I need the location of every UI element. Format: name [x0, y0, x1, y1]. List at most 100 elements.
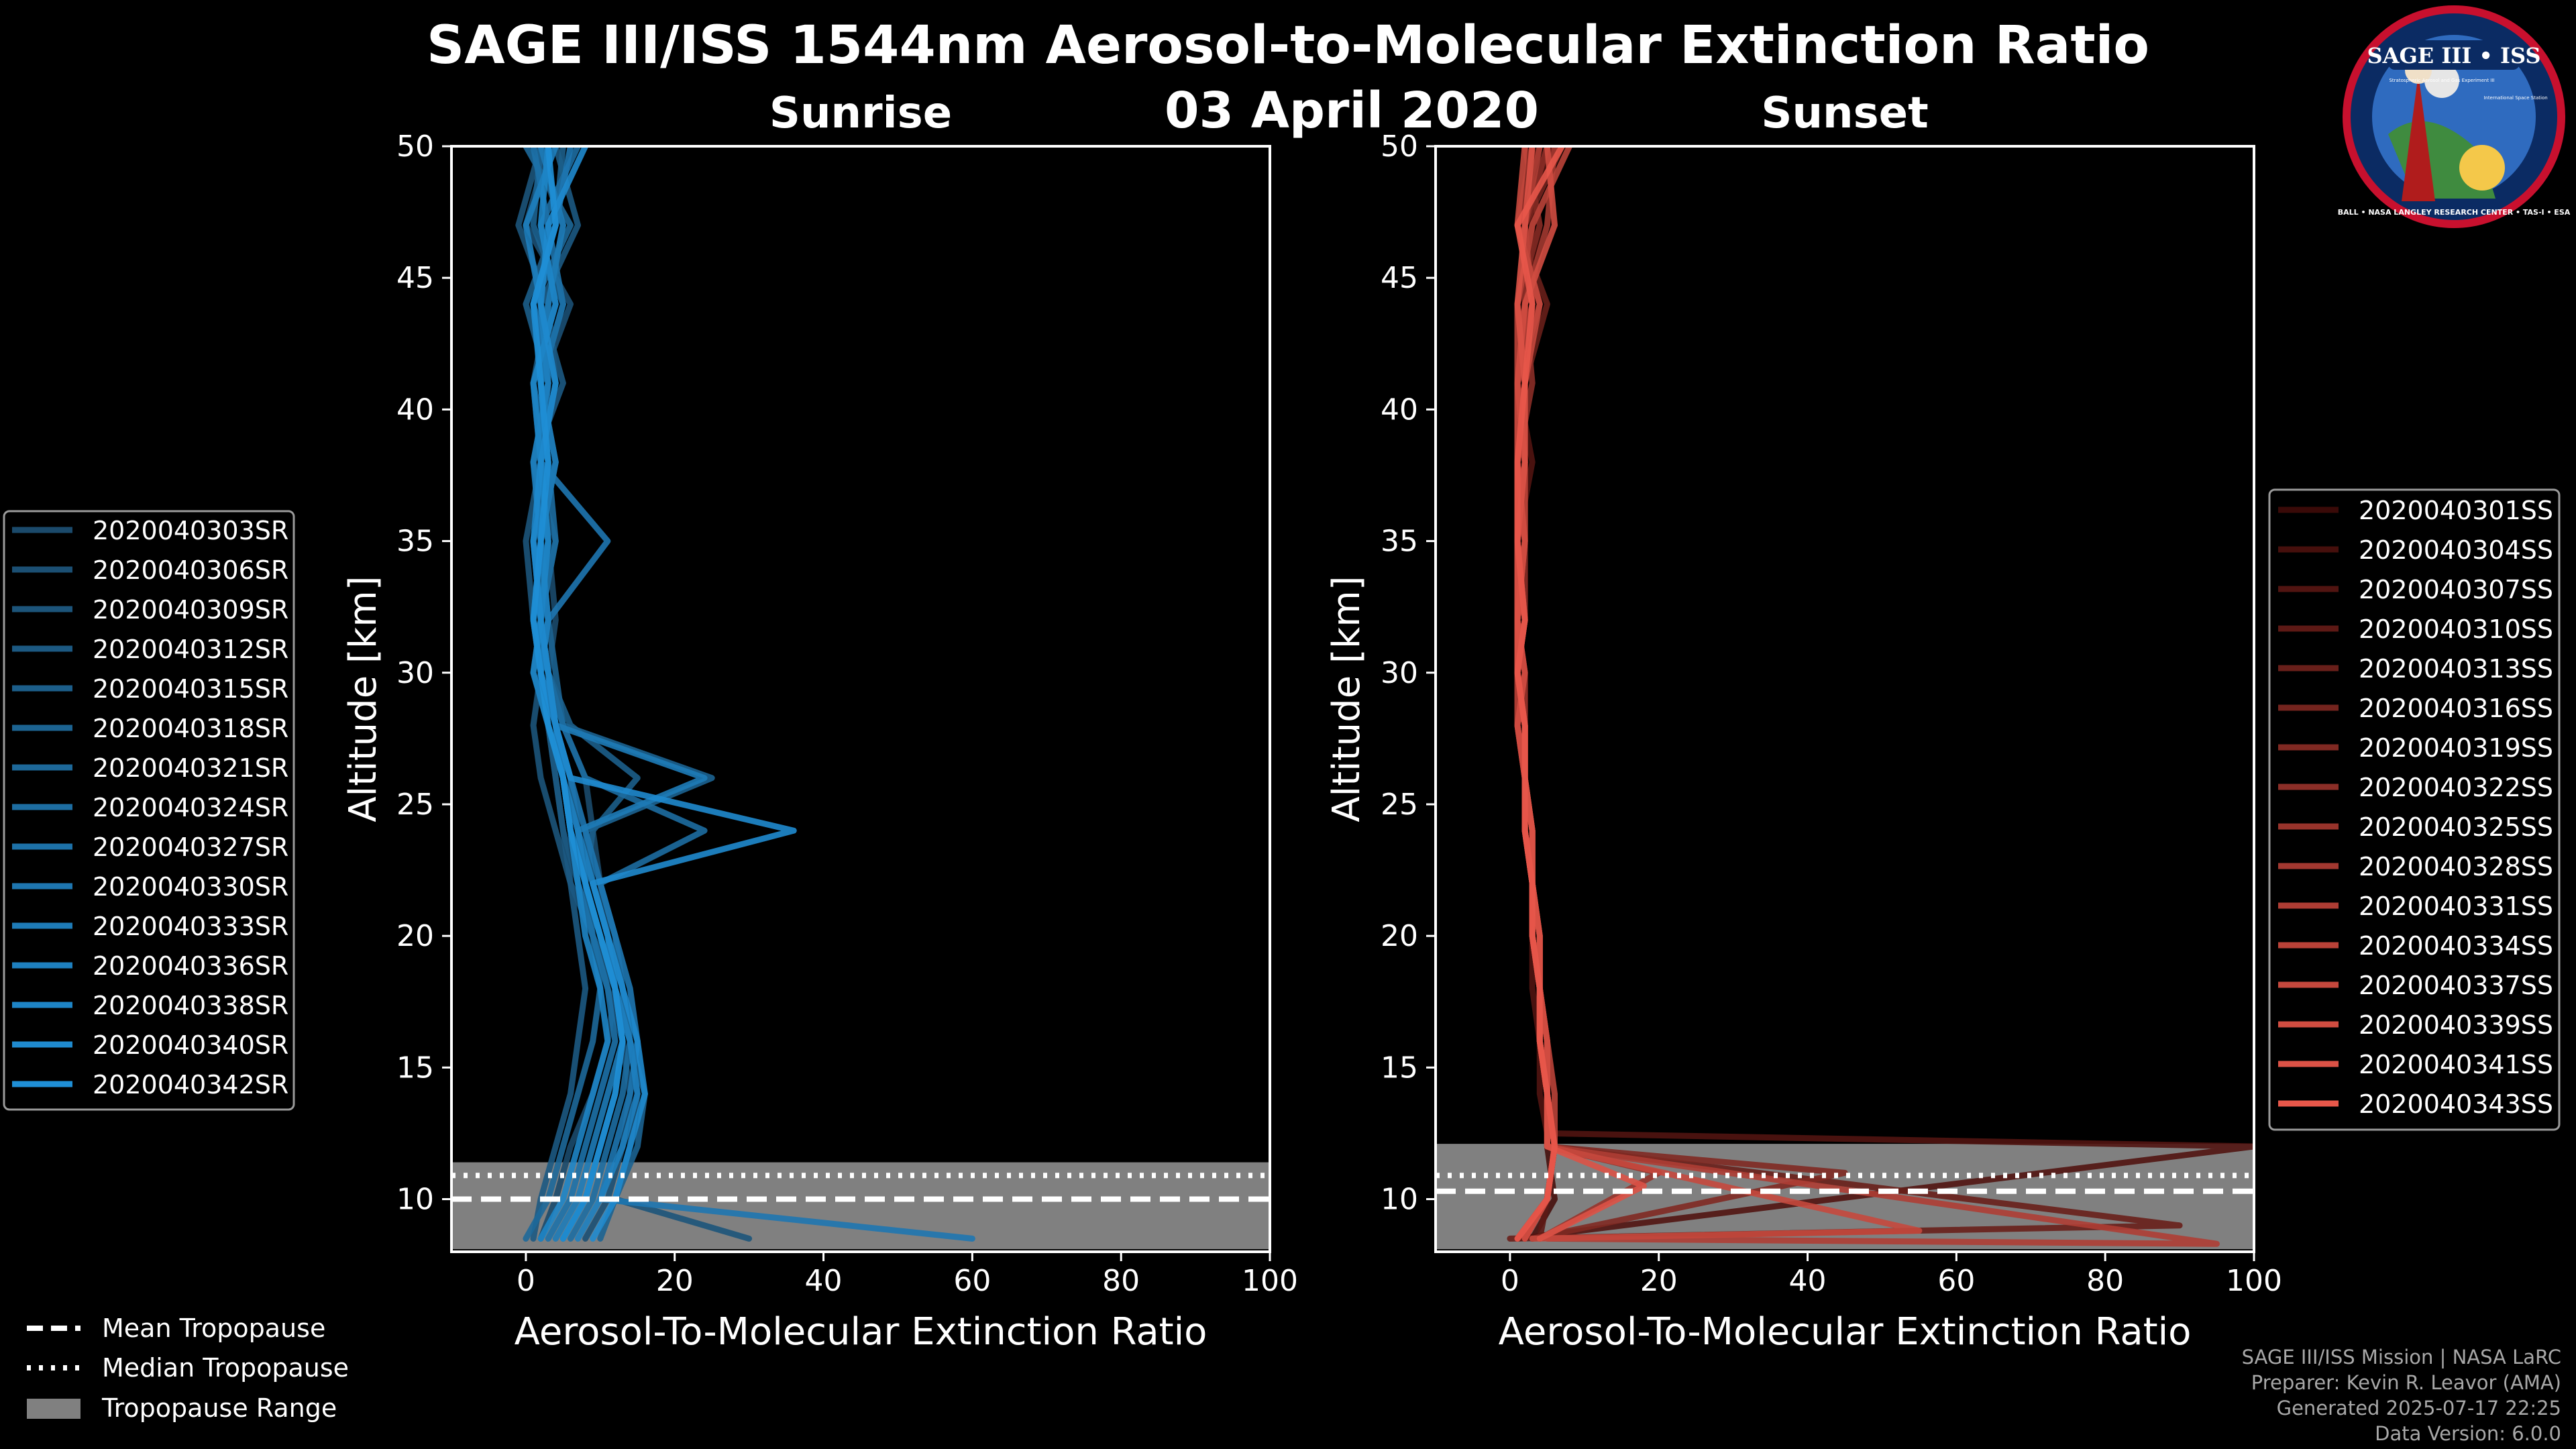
sunset-y-tick-label: 10 — [1381, 1183, 1418, 1217]
sunset-panel-title: Sunset — [1761, 89, 1928, 138]
sunrise-x-tick-label: 60 — [953, 1264, 991, 1298]
sunrise-tropopause-lines — [451, 1173, 1270, 1202]
sage-iii-iss-logo: SAGE III • ISS Stratospheric Aerosol and… — [2338, 5, 2571, 228]
sunrise-x-tick-label: 0 — [517, 1264, 535, 1298]
sunset-x-tick-label: 20 — [1640, 1264, 1678, 1298]
sunset-legend-label: 2020040316SS — [2359, 694, 2553, 723]
sunset-x-tick-label: 40 — [1789, 1264, 1827, 1298]
profile-2020040337SS — [1514, 146, 1923, 1242]
sunset-legend-label: 2020040319SS — [2359, 733, 2553, 763]
profile-2020040342SR — [530, 146, 626, 1242]
sunrise-legend-label: 2020040338SR — [93, 991, 288, 1020]
sunrise-x-axis-label: Aerosol-To-Molecular Extinction Ratio — [515, 1310, 1208, 1354]
sunrise-legend-label: 2020040309SR — [93, 595, 288, 625]
tropopause-range-swatch — [27, 1399, 80, 1419]
date-subtitle: 03 April 2020 — [1165, 82, 1539, 140]
sunset-legend-label: 2020040310SS — [2359, 614, 2553, 644]
sunset-y-tick-label: 45 — [1381, 261, 1418, 295]
sunrise-legend-box — [3, 510, 295, 1111]
sunrise-axis-ticks: 0 20 40 60 80 100 10 15 20 25 30 35 40 45 50 — [396, 129, 1298, 1298]
tropopause-legend: Mean Tropopause Median Tropopause Tropop… — [27, 1313, 349, 1423]
sunrise-y-tick-label: 50 — [396, 129, 434, 164]
sunset-legend-label: 2020040343SS — [2359, 1089, 2553, 1119]
logo-subtitle: Stratospheric Aerosol and Gas Experiment… — [2389, 78, 2494, 83]
sunrise-y-tick-label: 20 — [396, 919, 434, 953]
sunrise-legend-label: 2020040315SR — [93, 674, 288, 704]
sunset-legend-label: 2020040313SS — [2359, 654, 2553, 684]
sunset-y-tick-label: 30 — [1381, 656, 1418, 690]
footer-preparer: Preparer: Kevin R. Leavor (AMA) — [2251, 1371, 2561, 1394]
sunrise-legend-label: 2020040306SR — [93, 555, 288, 585]
sunset-axis-ticks: 0 20 40 60 80 100 10 15 20 25 30 35 40 45 50 — [1381, 129, 2282, 1298]
sunset-legend-label: 2020040328SS — [2359, 852, 2553, 881]
sunset-legend-label: 2020040334SS — [2359, 931, 2553, 961]
logo-iss-text: International Space Station — [2483, 95, 2547, 101]
sunrise-legend-label: 2020040333SR — [93, 912, 288, 941]
sunset-profiles — [1507, 146, 2254, 1247]
sunset-panel: Sunset 0 20 40 60 80 100 10 15 20 25 30 35 40 45 50 Ae… — [1325, 89, 2282, 1354]
profile-2020040331SS — [1514, 146, 2220, 1247]
sunset-x-tick-label: 80 — [2086, 1264, 2124, 1298]
sunrise-x-tick-label: 20 — [656, 1264, 694, 1298]
sunrise-legend-label: 2020040340SR — [93, 1030, 288, 1060]
sunset-plot-frame — [1434, 145, 2255, 1253]
sunrise-legend-label: 2020040303SR — [93, 516, 288, 545]
sunrise-legend-label: 2020040336SR — [93, 951, 288, 981]
footer-credits: SAGE III/ISS Mission | NASA LaRC Prepare… — [2242, 1344, 2561, 1446]
sunset-legend-box — [2268, 488, 2561, 1131]
sunset-y-tick-label: 35 — [1381, 525, 1418, 559]
mean-tropopause-label: Mean Tropopause — [102, 1313, 325, 1343]
sunrise-legend-label: 2020040342SR — [93, 1070, 288, 1099]
sunrise-legend-label: 2020040318SR — [93, 714, 288, 743]
sunset-legend-label: 2020040331SS — [2359, 892, 2553, 921]
main-title: SAGE III/ISS 1544nm Aerosol-to-Molecular… — [427, 15, 2149, 76]
sunrise-y-tick-label: 15 — [396, 1051, 434, 1085]
sunrise-y-tick-label: 10 — [396, 1183, 434, 1217]
sunset-x-tick-label: 100 — [2226, 1264, 2282, 1298]
footer-mission: SAGE III/ISS Mission | NASA LaRC — [2241, 1346, 2561, 1368]
logo-ring-text: BALL • NASA LANGLEY RESEARCH CENTER • TA… — [2338, 208, 2571, 217]
sunset-y-tick-label: 50 — [1381, 129, 1418, 164]
tropopause-range-label: Tropopause Range — [101, 1393, 337, 1423]
profile-2020040319SS — [1514, 146, 1848, 1242]
sunset-x-tick-label: 0 — [1501, 1264, 1519, 1298]
sunset-legend-label: 2020040337SS — [2359, 971, 2553, 1000]
sunset-x-axis-label: Aerosol-To-Molecular Extinction Ratio — [1499, 1310, 2192, 1354]
sunrise-x-tick-label: 100 — [1242, 1264, 1298, 1298]
sunrise-legend-label: 2020040324SR — [93, 793, 288, 822]
sunset-legend-label: 2020040339SS — [2359, 1010, 2553, 1040]
sunset-legend-label: 2020040325SS — [2359, 812, 2553, 842]
sunrise-y-tick-label: 35 — [396, 525, 434, 559]
sunrise-legend: 2020040303SR 2020040306SR 2020040309SR 2020… — [3, 510, 295, 1111]
sunset-y-tick-label: 25 — [1381, 788, 1418, 822]
sunset-x-tick-label: 60 — [1937, 1264, 1975, 1298]
sunrise-x-tick-label: 40 — [805, 1264, 843, 1298]
sunrise-y-tick-label: 40 — [396, 392, 434, 427]
profile-2020040340SR — [530, 146, 797, 1242]
sunrise-panel: Sunrise 0 20 40 60 80 100 10 15 20 25 30 35 40 45 50 A… — [341, 89, 1298, 1354]
sunrise-x-tick-label: 80 — [1102, 1264, 1140, 1298]
sunset-legend-label: 2020040304SS — [2359, 535, 2553, 565]
sunrise-y-tick-label: 30 — [396, 656, 434, 690]
sunrise-y-axis-label: Altitude [km] — [341, 576, 385, 822]
sunrise-legend-label: 2020040321SR — [93, 753, 288, 783]
sunrise-y-tick-label: 25 — [396, 788, 434, 822]
sunrise-legend-label: 2020040312SR — [93, 635, 288, 664]
sunrise-panel-title: Sunrise — [769, 89, 952, 138]
sunrise-legend-label: 2020040327SR — [93, 833, 288, 862]
profile-2020040312SR — [530, 146, 589, 1242]
profile-2020040307SS — [1514, 146, 2254, 1242]
sunrise-plot-frame — [450, 145, 1271, 1253]
sunset-y-tick-label: 40 — [1381, 392, 1418, 427]
logo-title: SAGE III • ISS — [2367, 43, 2541, 68]
sunset-y-tick-label: 20 — [1381, 919, 1418, 953]
footer-version: Data Version: 6.0.0 — [2375, 1422, 2561, 1445]
sunset-legend-label: 2020040341SS — [2359, 1050, 2553, 1079]
sunset-legend: 2020040301SS 2020040304SS 2020040307SS 2020… — [2268, 488, 2561, 1131]
profile-2020040343SS — [1514, 146, 1565, 1242]
sunrise-y-tick-label: 45 — [396, 261, 434, 295]
sunset-y-axis-label: Altitude [km] — [1325, 576, 1368, 822]
sunset-legend-label: 2020040301SS — [2359, 496, 2553, 525]
sunset-tropopause-lines — [1436, 1173, 2254, 1194]
